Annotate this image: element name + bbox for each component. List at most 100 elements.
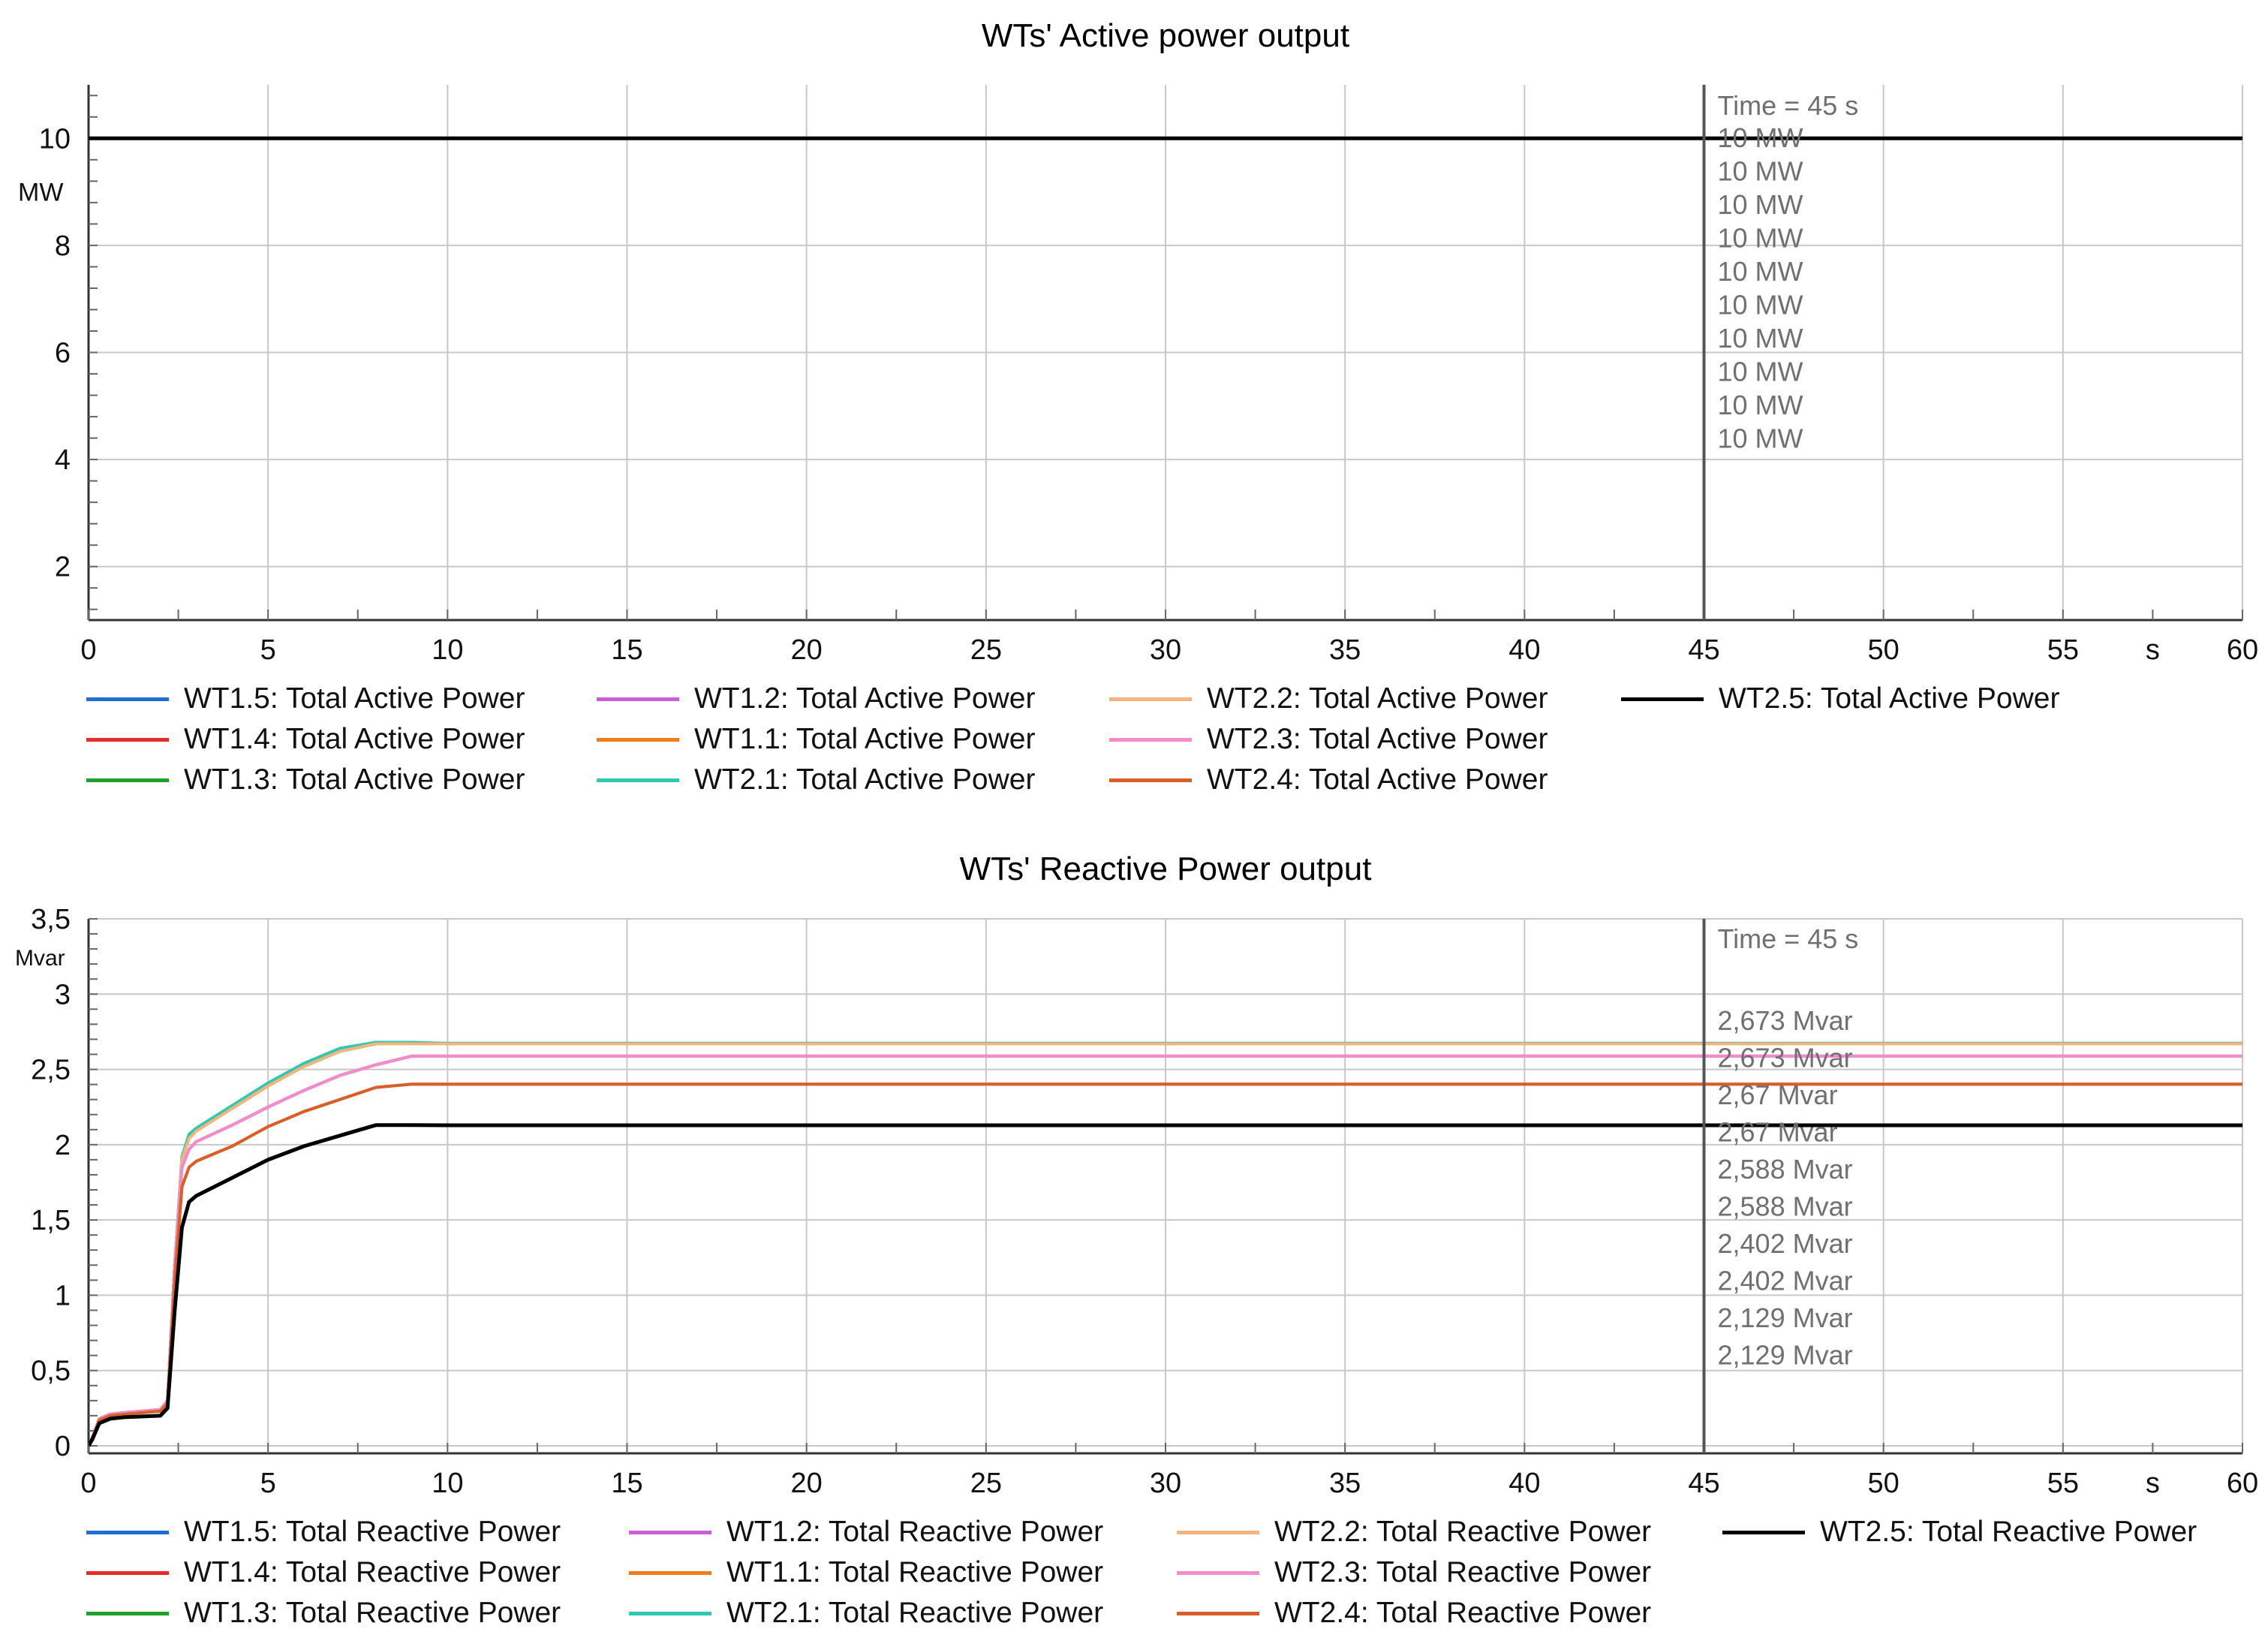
cursor-readout: 2,588 Mvar xyxy=(1718,1191,1853,1222)
x-tick-label: 10 xyxy=(432,1468,463,1499)
legend-swatch xyxy=(1109,737,1192,742)
x-tick-label: 25 xyxy=(970,634,1002,666)
legend-item-WT2-3: WT2.3: Total Reactive Power xyxy=(1177,1553,1651,1592)
active-power-legend: WT1.5: Total Active Power WT1.4: Total Ac… xyxy=(0,679,2268,807)
legend-item-WT2-5: WT2.5: Total Active Power xyxy=(1621,679,2059,718)
cursor-readout: 10 MW xyxy=(1718,423,1803,454)
cursor-readout: 10 MW xyxy=(1718,156,1803,187)
legend-swatch xyxy=(86,697,169,701)
series-line-WT2-5 xyxy=(89,1123,2242,1447)
cursor-readout: 10 MW xyxy=(1718,189,1803,220)
legend-item-WT1-1: WT1.1: Total Active Power xyxy=(597,720,1035,759)
x-tick-label: 45 xyxy=(1688,1468,1719,1499)
chart-title: WTs' Reactive Power output xyxy=(960,851,1372,887)
y-tick-label: 2,5 xyxy=(31,1055,71,1086)
x-unit-label: s xyxy=(2146,634,2160,666)
cursor-readout: 10 MW xyxy=(1718,290,1803,321)
legend-label: WT1.3: Total Active Power xyxy=(184,763,525,796)
cursor-readout: 10 MW xyxy=(1718,357,1803,387)
cursor-readout: 10 MW xyxy=(1718,256,1803,287)
cursor-readout: 10 MW xyxy=(1718,390,1803,420)
legend-label: WT2.2: Total Reactive Power xyxy=(1274,1516,1652,1548)
x-tick-label: 25 xyxy=(970,1468,1002,1499)
cursor-readout: 2,673 Mvar xyxy=(1718,1043,1853,1073)
cursor-readout: 10 MW xyxy=(1718,122,1803,153)
legend-item-WT2-4: WT2.4: Total Reactive Power xyxy=(1177,1594,1651,1633)
legend-label: WT1.5: Total Active Power xyxy=(184,682,525,715)
x-tick-label: 55 xyxy=(2047,634,2079,666)
legend-item-WT1-3: WT1.3: Total Active Power xyxy=(86,760,525,799)
x-tick-label: 35 xyxy=(1329,1468,1361,1499)
legend-label: WT2.4: Total Active Power xyxy=(1207,763,1548,796)
y-unit-label: MW xyxy=(18,179,63,207)
y-tick-label: 10 xyxy=(39,123,71,155)
legend-label: WT1.2: Total Active Power xyxy=(694,682,1036,715)
x-tick-label: 10 xyxy=(432,634,463,666)
y-tick-label: 0,5 xyxy=(31,1356,71,1387)
x-tick-label: 40 xyxy=(1508,1468,1540,1499)
legend-label: WT2.1: Total Reactive Power xyxy=(726,1597,1104,1629)
legend-label: WT2.3: Total Reactive Power xyxy=(1274,1556,1652,1588)
x-tick-label: 60 xyxy=(2227,1468,2258,1499)
legend-item-WT1-2: WT1.2: Total Active Power xyxy=(597,679,1035,718)
legend-label: WT1.1: Total Reactive Power xyxy=(726,1556,1104,1588)
x-tick-label: 55 xyxy=(2047,1468,2079,1499)
legend-swatch xyxy=(1109,778,1192,782)
x-tick-label: 15 xyxy=(611,634,642,666)
reactive-power-legend: WT1.5: Total Reactive Power WT1.4: Total … xyxy=(0,1513,2268,1640)
x-tick-label: 0 xyxy=(80,1468,96,1499)
legend-swatch xyxy=(1621,697,1704,701)
legend-item-WT1-5: WT1.5: Total Reactive Power xyxy=(86,1513,561,1552)
legend-item-WT2-3: WT2.3: Total Active Power xyxy=(1109,720,1548,759)
legend-label: WT2.2: Total Active Power xyxy=(1207,682,1548,715)
x-tick-label: 30 xyxy=(1150,1468,1181,1499)
legend-swatch xyxy=(86,778,169,782)
legend-item-WT1-3: WT1.3: Total Reactive Power xyxy=(86,1594,561,1633)
cursor-readout: 2,402 Mvar xyxy=(1718,1228,1853,1259)
legend-swatch xyxy=(86,1570,169,1575)
legend-swatch xyxy=(629,1570,711,1575)
time-cursor-label: Time = 45 s xyxy=(1718,923,1859,954)
cursor-readout: 2,67 Mvar xyxy=(1718,1117,1838,1148)
cursor-readout: 10 MW xyxy=(1718,223,1803,254)
legend-item-WT2-2: WT2.2: Total Reactive Power xyxy=(1177,1513,1651,1552)
y-tick-label: 1,5 xyxy=(31,1205,71,1236)
cursor-readout: 2,588 Mvar xyxy=(1718,1154,1853,1185)
legend-item-WT1-5: WT1.5: Total Active Power xyxy=(86,679,525,718)
x-tick-label: 60 xyxy=(2227,634,2258,666)
y-tick-label: 2 xyxy=(55,1130,71,1161)
legend-label: WT1.1: Total Active Power xyxy=(694,723,1036,755)
legend-swatch xyxy=(86,737,169,742)
cursor-readout: 2,67 Mvar xyxy=(1718,1079,1838,1110)
legend-label: WT2.5: Total Reactive Power xyxy=(1820,1516,2197,1548)
y-unit-label: Mvar xyxy=(15,946,65,971)
legend-label: WT1.3: Total Reactive Power xyxy=(184,1597,561,1629)
legend-swatch xyxy=(597,697,679,701)
legend-label: WT2.3: Total Active Power xyxy=(1207,723,1548,755)
legend-swatch xyxy=(1177,1530,1259,1534)
y-tick-label: 6 xyxy=(55,338,71,369)
legend-swatch xyxy=(1722,1530,1805,1534)
y-tick-label: 1 xyxy=(55,1280,71,1311)
x-tick-label: 5 xyxy=(260,634,276,666)
legend-label: WT1.4: Total Reactive Power xyxy=(184,1556,561,1588)
time-cursor-label: Time = 45 s xyxy=(1718,90,1859,121)
x-unit-label: s xyxy=(2146,1468,2160,1499)
x-tick-label: 20 xyxy=(791,1468,823,1499)
legend-swatch xyxy=(597,778,679,782)
x-tick-label: 45 xyxy=(1688,634,1719,666)
legend-item-WT2-1: WT2.1: Total Active Power xyxy=(597,760,1035,799)
x-tick-label: 20 xyxy=(791,634,823,666)
legend-item-WT2-1: WT2.1: Total Reactive Power xyxy=(629,1594,1103,1633)
cursor-readout: 2,129 Mvar xyxy=(1718,1302,1853,1333)
x-tick-label: 30 xyxy=(1150,634,1181,666)
legend-swatch xyxy=(86,1611,169,1615)
legend-item-WT1-2: WT1.2: Total Reactive Power xyxy=(629,1513,1103,1552)
y-tick-label: 4 xyxy=(55,444,71,476)
legend-swatch xyxy=(86,1530,169,1534)
y-tick-label: 8 xyxy=(55,230,71,262)
x-tick-label: 50 xyxy=(1868,1468,1900,1499)
legend-item-WT1-4: WT1.4: Total Reactive Power xyxy=(86,1553,561,1592)
